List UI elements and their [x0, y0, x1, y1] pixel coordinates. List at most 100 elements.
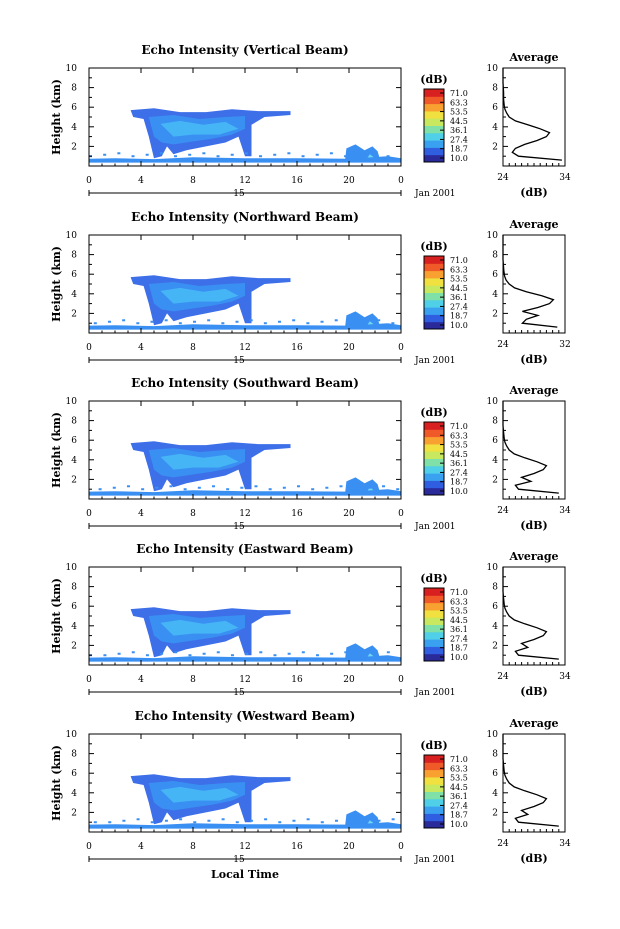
colorbar-swatch — [424, 140, 444, 148]
colorbar-swatch — [424, 755, 444, 763]
echo-speckle — [249, 319, 253, 322]
colorbar-swatch — [424, 784, 444, 792]
y-tick-label: 6 — [71, 103, 77, 113]
echo-speckle — [93, 322, 97, 325]
echo-speckle — [122, 819, 126, 822]
avg-x-tick-label: 34 — [559, 506, 571, 516]
colorbar-swatch — [424, 653, 444, 662]
echo-speckle — [372, 152, 376, 155]
colorbar-tick-label: 18.7 — [450, 145, 468, 154]
x-tick-label: 16 — [291, 176, 303, 186]
colorbar-tick-label: 36.1 — [450, 126, 468, 135]
echo-speckle — [377, 319, 381, 322]
echo-contour-7 — [89, 655, 401, 662]
colorbar-tick-label: 44.5 — [450, 783, 468, 792]
echo-speckle — [349, 818, 353, 821]
colorbar-tick-label: 27.4 — [450, 468, 468, 477]
echo-speckle — [329, 152, 333, 155]
colorbar-swatch — [424, 769, 444, 778]
avg-y-tick-label: 2 — [492, 641, 498, 651]
echo-speckle — [103, 654, 107, 657]
x-tick-label: 4 — [138, 675, 144, 685]
avg-x-tick-label: 24 — [497, 173, 509, 183]
colorbar-tick-label: 71.0 — [450, 588, 468, 597]
colorbar-swatch — [424, 480, 444, 489]
echo-speckle — [141, 488, 145, 491]
avg-x-label: (dB) — [520, 186, 547, 199]
echo-speckle — [207, 319, 211, 322]
echo-speckle — [358, 153, 362, 156]
echo-speckle — [178, 322, 182, 325]
colorbar-tick-label: 10.0 — [450, 321, 468, 330]
echo-speckle — [235, 821, 239, 824]
echo-speckle — [363, 821, 367, 824]
colorbar-unit: (dB) — [420, 739, 447, 752]
colorbar-swatch — [424, 465, 444, 474]
echo-speckle — [320, 821, 324, 824]
x-tick-label: 0 — [86, 176, 92, 186]
colorbar-tick-label: 44.5 — [450, 616, 468, 625]
colorbar-swatch — [424, 798, 444, 807]
echo-contour-3 — [160, 453, 239, 470]
echo-speckle — [282, 486, 286, 489]
avg-y-tick-label: 2 — [492, 309, 498, 319]
echo-speckle — [315, 153, 319, 156]
colorbar-tick-label: 10.0 — [450, 653, 468, 662]
echo-speckle — [353, 488, 357, 491]
echo-speckle — [273, 654, 277, 657]
y-tick-label: 8 — [71, 583, 77, 593]
avg-y-tick-label: 4 — [492, 456, 498, 466]
day-label: 15 — [233, 855, 245, 865]
x-tick-label: 4 — [138, 509, 144, 519]
colorbar-swatch — [424, 263, 444, 272]
echo-speckle — [244, 152, 248, 155]
colorbar-swatch — [424, 588, 444, 596]
average-title: Average — [508, 51, 558, 64]
colorbar-tick-label: 63.3 — [450, 265, 468, 274]
avg-x-tick-label: 34 — [559, 839, 571, 849]
x-tick-label: 16 — [291, 343, 303, 353]
echo-speckle — [259, 155, 263, 158]
echo-speckle — [93, 821, 97, 824]
x-tick-label: 8 — [190, 343, 196, 353]
avg-x-tick-label: 24 — [497, 839, 509, 849]
x-tick-label: 4 — [138, 343, 144, 353]
x-tick-label: 12 — [239, 842, 250, 852]
colorbar-tick-label: 18.7 — [450, 312, 468, 321]
echo-speckle — [122, 319, 126, 322]
echo-speckle — [245, 652, 249, 655]
x-tick-label: 16 — [291, 842, 303, 852]
x-tick-label: 8 — [190, 176, 196, 186]
x-tick-label: 0 — [86, 343, 92, 353]
echo-speckle — [136, 322, 140, 325]
echo-contour-3 — [160, 619, 239, 636]
y-tick-label: 6 — [71, 602, 77, 612]
colorbar-swatch — [424, 256, 444, 264]
avg-y-tick-label: 8 — [492, 417, 498, 427]
echo-speckle — [126, 485, 130, 488]
x-tick-label: 12 — [239, 509, 250, 519]
echo-speckle — [287, 652, 291, 655]
y-tick-label: 6 — [71, 769, 77, 779]
colorbar-swatch — [424, 277, 444, 286]
colorbar-unit: (dB) — [420, 73, 447, 86]
avg-y-tick-label: 6 — [492, 103, 498, 113]
day-label: 15 — [233, 189, 245, 199]
x-tick-label: 16 — [291, 509, 303, 519]
echo-speckle — [108, 821, 112, 824]
echo-speckle — [221, 322, 225, 325]
average-frame — [502, 400, 566, 500]
y-tick-label: 2 — [71, 142, 77, 152]
echo-region — [89, 774, 401, 829]
average-profile-line — [502, 734, 559, 827]
average-profile-line — [502, 401, 559, 494]
x-tick-label: 0 — [398, 343, 404, 353]
colorbar-tick-label: 18.7 — [450, 644, 468, 653]
echo-speckle — [207, 819, 211, 822]
echo-speckle — [193, 320, 196, 323]
echo-speckle — [264, 818, 268, 821]
avg-y-tick-label: 8 — [492, 84, 498, 94]
